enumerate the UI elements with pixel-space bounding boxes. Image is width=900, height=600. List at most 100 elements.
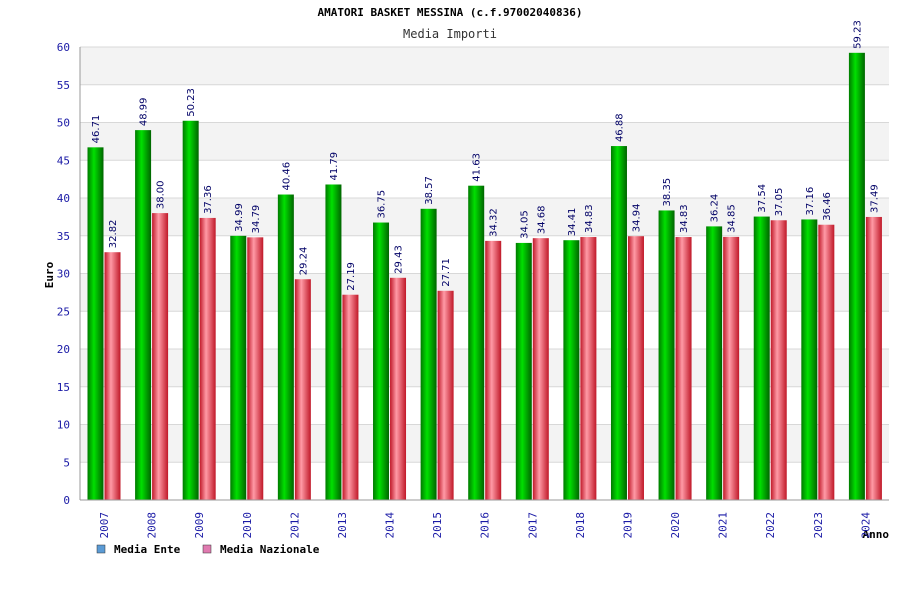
x-tick-label: 2020 bbox=[669, 512, 682, 539]
grid-band bbox=[80, 160, 889, 198]
bar-media-nazionale bbox=[437, 290, 454, 500]
bar-media-nazionale bbox=[342, 294, 359, 500]
value-label: 36.46 bbox=[822, 192, 833, 221]
bar-media-ente bbox=[277, 194, 294, 501]
value-label: 34.32 bbox=[489, 208, 500, 237]
x-tick-label: 2016 bbox=[479, 512, 492, 539]
bar-media-ente bbox=[135, 130, 152, 501]
bar-media-ente bbox=[848, 52, 865, 500]
bar-media-ente bbox=[325, 184, 342, 500]
bar-media-nazionale bbox=[770, 220, 787, 500]
bar-media-nazionale bbox=[152, 213, 169, 500]
x-tick-label: 2015 bbox=[431, 512, 444, 539]
bar-media-nazionale bbox=[294, 279, 311, 500]
bar-media-ente bbox=[706, 226, 723, 500]
value-label: 40.46 bbox=[281, 162, 292, 191]
y-tick-label: 45 bbox=[57, 154, 70, 167]
value-label: 36.24 bbox=[710, 194, 721, 223]
bar-media-ente bbox=[753, 216, 770, 500]
y-tick-label: 35 bbox=[57, 230, 70, 243]
legend: Media Ente Media Nazionale bbox=[96, 543, 320, 556]
value-label: 38.57 bbox=[424, 176, 435, 205]
grid-band bbox=[80, 47, 889, 85]
bar-media-ente bbox=[610, 146, 627, 500]
bar-media-ente bbox=[801, 219, 818, 500]
bar-media-ente bbox=[468, 185, 485, 501]
y-axis-label: Euro bbox=[43, 261, 56, 288]
x-tick-label: 2012 bbox=[288, 512, 301, 539]
x-tick-label: 2022 bbox=[764, 512, 777, 539]
value-label: 27.71 bbox=[441, 258, 452, 287]
x-tick-label: 2021 bbox=[717, 512, 730, 539]
grid-band bbox=[80, 122, 889, 161]
x-tick-label: 2008 bbox=[146, 512, 159, 539]
legend-label-media-ente: Media Ente bbox=[114, 543, 181, 556]
x-tick-label: 2019 bbox=[621, 512, 634, 539]
value-label: 48.99 bbox=[139, 97, 150, 126]
chart-title: AMATORI BASKET MESSINA (c.f.97002040836) bbox=[318, 6, 583, 19]
bar-media-nazionale bbox=[247, 237, 264, 500]
x-tick-label: 2009 bbox=[193, 512, 206, 539]
chart-subtitle: Media Importi bbox=[403, 27, 497, 41]
x-tick-label: 2010 bbox=[241, 512, 254, 539]
bar-media-ente bbox=[182, 120, 199, 501]
y-tick-label: 5 bbox=[63, 456, 70, 469]
value-label: 59.23 bbox=[852, 20, 863, 49]
value-label: 34.94 bbox=[631, 204, 642, 233]
y-tick-label: 15 bbox=[57, 381, 70, 394]
x-tick-label: 2014 bbox=[384, 512, 397, 539]
x-tick-label: 2007 bbox=[98, 512, 111, 539]
y-tick-label: 60 bbox=[57, 41, 70, 54]
bar-media-nazionale bbox=[627, 236, 644, 500]
bar-media-nazionale bbox=[390, 277, 407, 500]
y-tick-label: 55 bbox=[57, 79, 70, 92]
x-tick-label: 2023 bbox=[812, 512, 825, 539]
value-label: 46.71 bbox=[91, 115, 102, 144]
value-label: 34.83 bbox=[679, 204, 690, 233]
bar-media-nazionale bbox=[580, 237, 597, 500]
y-tick-label: 20 bbox=[57, 343, 70, 356]
legend-swatch-media-nazionale bbox=[202, 544, 212, 554]
y-axis-ticks: 0 5 10 15 20 25 30 35 40 45 50 55 60 bbox=[57, 41, 70, 507]
y-tick-label: 40 bbox=[57, 192, 70, 205]
value-label: 46.88 bbox=[614, 113, 625, 142]
value-label: 29.43 bbox=[394, 245, 405, 274]
bar-media-ente bbox=[420, 208, 437, 500]
value-label: 37.54 bbox=[757, 184, 768, 213]
legend-label-media-nazionale: Media Nazionale bbox=[220, 543, 320, 556]
value-label: 37.05 bbox=[774, 188, 785, 217]
value-label: 50.23 bbox=[186, 88, 197, 117]
value-label: 36.75 bbox=[377, 190, 388, 219]
value-label: 41.79 bbox=[329, 152, 340, 181]
y-tick-label: 30 bbox=[57, 268, 70, 281]
value-label: 37.16 bbox=[805, 187, 816, 216]
y-tick-label: 0 bbox=[63, 494, 70, 507]
x-axis-label: Anno bbox=[863, 528, 890, 541]
value-label: 32.82 bbox=[108, 220, 119, 249]
value-label: 27.19 bbox=[346, 262, 357, 291]
bar-media-nazionale bbox=[818, 224, 835, 501]
value-labels: 46.71 32.82 48.99 38.00 50.23 37.36 34.99 34.79… bbox=[91, 20, 880, 291]
bar-media-nazionale bbox=[199, 217, 216, 500]
bar-media-ente bbox=[87, 147, 104, 501]
bar-media-ente bbox=[230, 235, 247, 500]
y-tick-label: 10 bbox=[57, 419, 70, 432]
value-label: 34.99 bbox=[234, 203, 245, 232]
bar-media-nazionale bbox=[865, 216, 882, 500]
bar-media-nazionale bbox=[485, 240, 502, 500]
value-label: 29.24 bbox=[298, 247, 309, 276]
y-tick-label: 25 bbox=[57, 305, 70, 318]
bars bbox=[87, 52, 882, 501]
bar-media-ente bbox=[563, 240, 580, 500]
legend-swatch-media-ente bbox=[96, 544, 106, 554]
value-label: 34.68 bbox=[536, 206, 547, 235]
value-label: 34.05 bbox=[519, 210, 530, 239]
value-label: 34.41 bbox=[567, 208, 578, 237]
grid-band bbox=[80, 84, 889, 123]
bar-media-ente bbox=[515, 242, 532, 501]
bar-media-nazionale bbox=[532, 238, 549, 500]
value-label: 38.35 bbox=[662, 178, 673, 207]
value-label: 34.83 bbox=[584, 204, 595, 233]
value-label: 34.85 bbox=[727, 204, 738, 233]
